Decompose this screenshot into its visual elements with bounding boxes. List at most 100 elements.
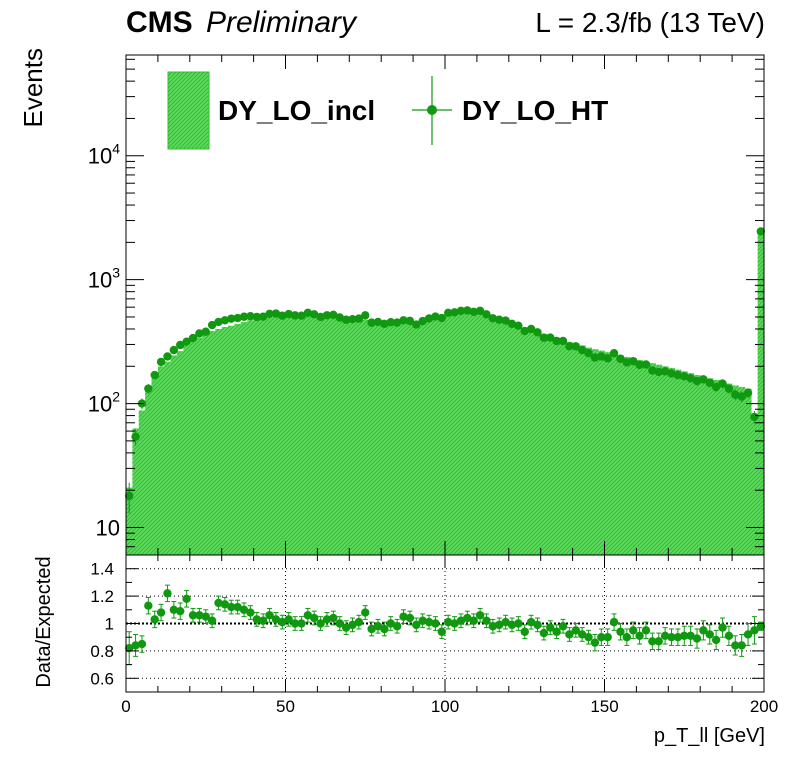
data-point	[131, 432, 140, 441]
data-point	[597, 352, 606, 361]
data-point	[756, 227, 766, 236]
ratio-point	[303, 611, 313, 620]
ratio-ticks	[125, 554, 765, 693]
ratio-point	[188, 611, 198, 620]
histogram-bar	[164, 361, 171, 555]
histogram-bar	[668, 367, 675, 555]
data-point	[354, 314, 364, 323]
histogram-bar	[738, 387, 746, 555]
histogram-bar	[330, 317, 337, 555]
ratio-point	[475, 611, 485, 620]
data-point	[558, 336, 568, 346]
data-point	[163, 352, 172, 361]
histogram-bar	[591, 349, 599, 555]
ratio-point	[373, 622, 383, 631]
histogram-bar	[744, 388, 752, 555]
ratio-point	[456, 616, 466, 625]
ratio-point	[616, 627, 625, 636]
x-tick-label: 0	[121, 697, 130, 716]
data-point	[424, 314, 434, 323]
data-point	[507, 319, 517, 329]
data-point	[737, 392, 746, 401]
ratio-point	[450, 619, 459, 628]
histogram-bar	[464, 312, 471, 555]
data-point	[220, 316, 230, 325]
data-point	[584, 349, 593, 358]
histogram-bar	[374, 320, 382, 555]
histogram-bar	[636, 359, 644, 555]
histogram-bar	[572, 343, 580, 555]
status-label: Preliminary	[206, 6, 358, 39]
histogram-bar	[323, 316, 331, 555]
histogram-bar	[266, 316, 274, 555]
histogram-bar	[661, 366, 669, 555]
ratio-point	[705, 630, 714, 639]
data-point	[629, 356, 638, 366]
ratio-point	[718, 623, 727, 632]
data-point	[724, 384, 734, 393]
ratio-point	[558, 622, 568, 631]
data-point	[469, 307, 478, 317]
ratio-point	[597, 633, 606, 642]
x-axis-label: p_T_ll [GeV]	[654, 725, 765, 747]
ratio-point	[354, 617, 364, 627]
ratio-point	[399, 612, 408, 621]
data-point	[660, 367, 670, 376]
y-tick-label: 104	[88, 141, 120, 169]
ratio-point	[743, 630, 753, 639]
x-tick-label: 200	[750, 697, 778, 716]
histogram-bar	[508, 323, 516, 555]
ratio-point	[737, 641, 746, 650]
data-point	[731, 390, 740, 399]
ratio-y-tick-label: 1	[105, 615, 114, 634]
data-point	[271, 309, 281, 318]
ratio-x-tick-labels: 0 50 100 150 200	[121, 697, 778, 716]
histogram-bar	[604, 352, 612, 555]
ratio-point	[629, 626, 638, 635]
histogram-bar	[610, 353, 618, 555]
histogram-bar	[476, 313, 484, 555]
legend-swatch-DY_LO_incl	[167, 71, 210, 150]
ratio-point	[488, 622, 498, 631]
data-point	[546, 333, 555, 342]
histogram-bar	[196, 337, 203, 555]
histogram-bar	[228, 325, 235, 555]
histogram-bar	[272, 316, 280, 555]
ratio-point	[207, 616, 217, 625]
histogram-bar	[170, 355, 178, 555]
y-tick-label: 103	[88, 265, 120, 293]
histogram-bar	[553, 337, 561, 555]
ratio-point	[686, 631, 695, 641]
histogram-bar	[425, 319, 433, 555]
ratio-point	[214, 598, 223, 608]
histogram-bar	[451, 312, 459, 555]
ratio-point	[176, 606, 185, 616]
ratio-point	[297, 619, 306, 628]
histogram-bar	[540, 333, 548, 555]
data-point	[718, 379, 727, 388]
ratio-point	[405, 613, 415, 623]
data-point	[711, 382, 721, 392]
data-point	[252, 312, 261, 322]
main-panel: 10 102 103 104 Events DY_LO_incl DY_LO_HT	[18, 48, 766, 556]
histogram-bar	[445, 313, 452, 555]
ratio-point	[361, 608, 370, 617]
ratio-point	[252, 615, 261, 624]
data-point	[322, 311, 332, 320]
ratio-point	[699, 626, 708, 635]
histogram-bar	[527, 329, 535, 555]
histogram-bar	[183, 345, 191, 555]
x-tick-label: 100	[431, 697, 459, 716]
data-point	[667, 369, 676, 378]
data-point	[705, 378, 714, 388]
histogram-bar	[413, 323, 420, 555]
data-point	[743, 388, 753, 398]
histogram-bar	[681, 371, 688, 555]
ratio-point	[392, 622, 402, 631]
data-point	[699, 375, 708, 384]
data-point	[150, 370, 159, 380]
data-point	[297, 311, 306, 320]
data-point	[182, 337, 191, 346]
data-point	[456, 306, 466, 316]
